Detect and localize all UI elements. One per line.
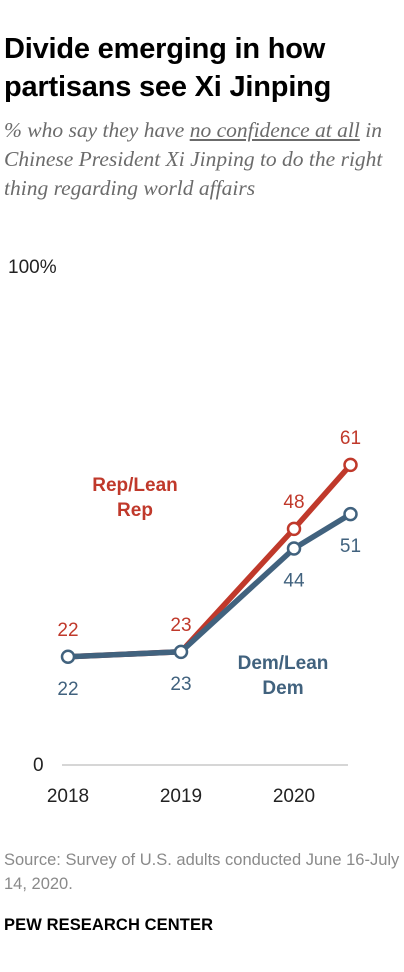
data-label-rep-2: 48 — [283, 492, 304, 513]
subtitle-underlined-text: no confidence at all — [189, 118, 360, 142]
data-label-dem-0: 22 — [57, 679, 78, 700]
y-tick-label-100: 100% — [8, 257, 57, 278]
chart-title: Divide emerging in how partisans see Xi … — [4, 33, 332, 103]
data-point-dem-2 — [286, 541, 302, 556]
data-point-rep-2 — [286, 521, 302, 537]
source-note: Source: Survey of U.S. adults conducted … — [4, 851, 400, 893]
data-label-rep-0: 22 — [57, 620, 78, 641]
data-label-dem-3: 51 — [340, 536, 361, 557]
y-tick-label-0: 0 — [33, 755, 44, 776]
data-label-dem-1: 23 — [170, 674, 191, 695]
data-point-dem-3 — [343, 506, 358, 522]
series-line-dem — [65, 511, 354, 660]
data-label-rep-1: 23 — [170, 615, 191, 636]
data-point-rep-3 — [343, 457, 358, 473]
x-tick-label-2019: 2019 — [160, 786, 202, 807]
footer-brand: PEW RESEARCH CENTER — [4, 916, 214, 934]
series-label-rep: Rep/Lean Rep — [92, 475, 178, 521]
chart-subtitle: % who say they have no confidence at all… — [4, 116, 400, 203]
data-point-dem-0 — [60, 649, 76, 665]
subtitle-text-after: in Chinese President Xi Jinping to do th… — [4, 118, 383, 200]
x-tick-label-2020: 2020 — [273, 786, 315, 807]
x-tick-label-2018: 2018 — [47, 786, 89, 807]
data-point-dem-1 — [173, 644, 189, 660]
subtitle-text-before: % who say they have — [4, 118, 190, 142]
series-label-dem: Dem/Lean Dem — [238, 653, 329, 699]
data-label-dem-2: 44 — [283, 571, 305, 592]
data-label-rep-3: 61 — [340, 428, 361, 449]
